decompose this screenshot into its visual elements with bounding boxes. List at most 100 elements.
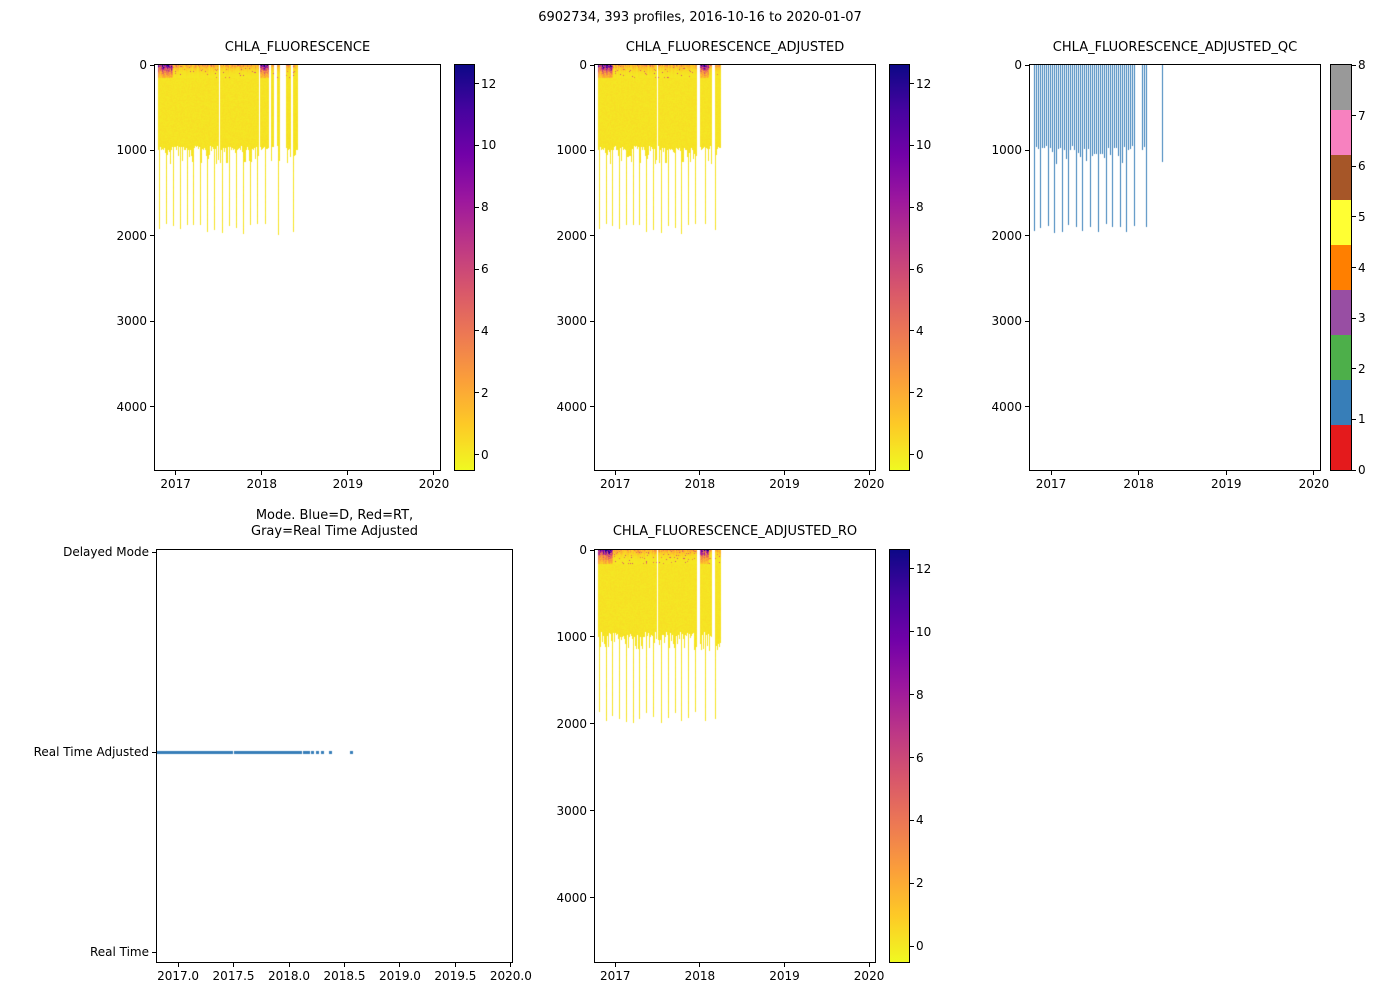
colorbar-tick-mark xyxy=(910,757,914,759)
plot-title-chla-fluorescence-adjusted-ro: CHLA_FLUORESCENCE_ADJUSTED_RO xyxy=(612,524,858,539)
y-tick-label: 4000 xyxy=(556,890,587,905)
y-tick-label: 2000 xyxy=(116,228,147,243)
y-tick-label: Delayed Mode xyxy=(63,545,149,559)
colorbar-tick-label: 10 xyxy=(916,138,932,153)
colorbar-tick-mark xyxy=(910,144,914,146)
x-tick-mark xyxy=(343,963,345,967)
axes-mode xyxy=(156,549,513,963)
x-tick-label: 2019 xyxy=(1210,477,1242,491)
colorbar-chla-fluorescence xyxy=(454,64,475,471)
heatmap-canvas-chla-fluorescence-adjusted-qc xyxy=(1030,65,1320,470)
colorbar-tick-mark xyxy=(910,945,914,947)
x-tick-mark xyxy=(177,963,179,967)
x-tick-label: 2017.0 xyxy=(157,969,200,983)
colorbar-tick-label: 5 xyxy=(1358,209,1366,224)
colorbar-tick-label: 12 xyxy=(916,76,932,91)
x-tick-mark xyxy=(510,963,512,967)
colorbar-tick-label: 8 xyxy=(481,200,489,215)
x-tick-label: 2020.0 xyxy=(489,969,532,983)
colorbar-tick-mark xyxy=(910,694,914,696)
colorbar-tick-label: 4 xyxy=(916,813,924,828)
colorbar-tick-label: 8 xyxy=(1358,58,1366,72)
axes-chla-fluorescence xyxy=(154,64,441,471)
x-tick-label: 2020 xyxy=(418,477,450,491)
y-tick-mark xyxy=(590,235,594,237)
colorbar-tick-label: 2 xyxy=(916,385,924,400)
colorbar-tick-mark xyxy=(910,882,914,884)
colorbar-tick-mark xyxy=(910,392,914,394)
y-tick-mark xyxy=(152,751,156,753)
x-tick-label: 2017 xyxy=(600,477,631,491)
y-tick-label: 1000 xyxy=(556,629,587,644)
y-tick-mark xyxy=(590,897,594,899)
colorbar-tick-label: 3 xyxy=(1358,311,1366,326)
x-tick-mark xyxy=(175,471,177,475)
x-tick-label: 2018 xyxy=(684,477,716,491)
y-tick-mark xyxy=(1025,320,1029,322)
colorbar-chla-fluorescence-adjusted xyxy=(889,64,910,471)
x-tick-mark xyxy=(233,963,235,967)
colorbar-tick-mark xyxy=(475,144,479,146)
x-tick-mark xyxy=(614,963,616,967)
x-tick-mark xyxy=(783,471,785,475)
y-tick-mark xyxy=(590,64,594,66)
y-tick-label: 2000 xyxy=(556,716,587,731)
colorbar-tick-mark xyxy=(910,631,914,633)
x-tick-label: 2019 xyxy=(332,477,364,491)
y-tick-label: 2000 xyxy=(991,228,1022,243)
colorbar-tick-label: 12 xyxy=(916,561,932,576)
y-tick-label: 4000 xyxy=(556,399,587,414)
x-tick-mark xyxy=(1225,471,1227,475)
figure-title: 6902734, 393 profiles, 2016-10-16 to 202… xyxy=(538,10,862,25)
x-tick-label: 2018.0 xyxy=(268,969,311,983)
colorbar-tick-label: 6 xyxy=(481,262,489,277)
x-tick-mark xyxy=(347,471,349,475)
y-tick-mark xyxy=(1025,235,1029,237)
axes-chla-fluorescence-adjusted xyxy=(594,64,876,471)
colorbar-tick-mark xyxy=(910,83,914,85)
colorbar-qc-flags xyxy=(1330,64,1352,471)
y-tick-label: 2000 xyxy=(556,228,587,243)
x-tick-label: 2019 xyxy=(769,969,800,983)
x-tick-label: 2017 xyxy=(1035,477,1067,491)
x-tick-label: 2020 xyxy=(853,477,885,491)
x-tick-mark xyxy=(433,471,435,475)
scatter-canvas-mode xyxy=(157,550,512,962)
x-tick-label: 2018 xyxy=(1123,477,1154,491)
axes-chla-fluorescence-adjusted-qc xyxy=(1029,64,1321,471)
x-tick-label: 2018 xyxy=(684,969,716,983)
plot-title-mode: Mode. Blue=D, Red=RT, Gray=Real Time Adj… xyxy=(157,508,512,540)
colorbar-tick-mark xyxy=(910,819,914,821)
y-tick-label: 3000 xyxy=(116,314,147,329)
colorbar-tick-mark xyxy=(475,454,479,456)
x-tick-label: 2019.5 xyxy=(434,969,477,983)
colorbar-tick-mark xyxy=(475,83,479,85)
x-tick-mark xyxy=(399,963,401,967)
colorbar-tick-label: 10 xyxy=(916,624,932,639)
colorbar-tick-mark xyxy=(1352,317,1356,319)
colorbar-tick-mark xyxy=(910,454,914,456)
y-tick-mark xyxy=(150,149,154,151)
axes-chla-fluorescence-adjusted-ro xyxy=(594,549,876,963)
y-tick-label: 1000 xyxy=(116,143,147,158)
colorbar-tick-label: 0 xyxy=(916,939,924,954)
x-tick-mark xyxy=(868,471,870,475)
x-tick-mark xyxy=(1313,471,1315,475)
colorbar-tick-label: 7 xyxy=(1358,108,1366,123)
y-tick-mark xyxy=(1025,64,1029,66)
y-tick-label: Real Time xyxy=(89,945,149,959)
colorbar-tick-mark xyxy=(1352,469,1356,471)
y-tick-mark xyxy=(150,64,154,66)
colorbar-tick-label: 4 xyxy=(481,323,489,338)
colorbar-tick-mark xyxy=(1352,368,1356,370)
colorbar-tick-mark xyxy=(910,206,914,208)
colorbar-tick-mark xyxy=(1352,216,1356,218)
y-tick-mark xyxy=(152,551,156,553)
x-tick-mark xyxy=(614,471,616,475)
colorbar-tick-label: 4 xyxy=(916,323,924,338)
colorbar-tick-label: 6 xyxy=(916,262,924,277)
x-tick-mark xyxy=(454,963,456,967)
colorbar-tick-mark xyxy=(1352,64,1356,66)
colorbar-tick-mark xyxy=(910,568,914,570)
